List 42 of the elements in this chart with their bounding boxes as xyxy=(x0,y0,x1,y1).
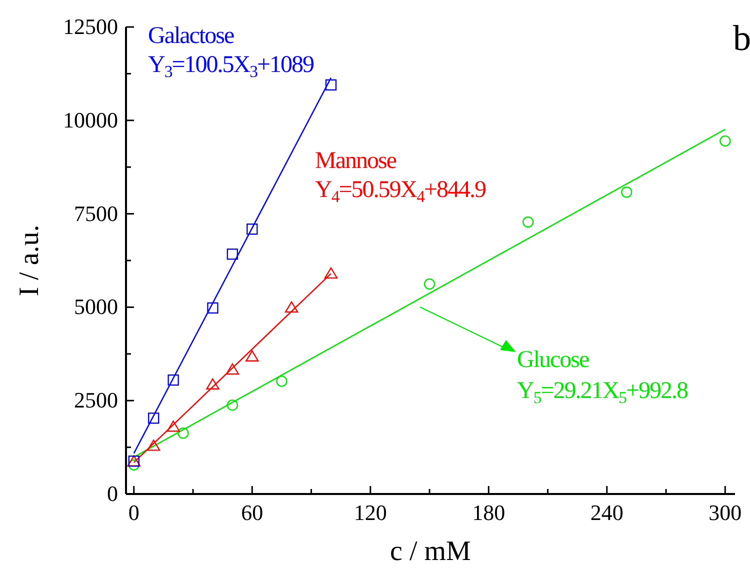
text: Galactose xyxy=(148,23,234,49)
x-tick-label: 60 xyxy=(241,500,264,525)
y-tick-label: 2500 xyxy=(74,388,118,413)
point xyxy=(226,248,238,260)
point xyxy=(325,79,337,91)
point xyxy=(128,459,140,470)
point xyxy=(246,224,258,235)
point xyxy=(178,428,189,439)
point xyxy=(207,302,218,314)
x-tick-label: 120 xyxy=(354,500,387,525)
x-tick-label: 240 xyxy=(590,500,624,525)
x-tick-label: 180 xyxy=(472,500,506,525)
point xyxy=(166,420,180,432)
point xyxy=(424,278,436,290)
y-axis-title: I / a.u. xyxy=(14,224,45,296)
y-tick-label: 0 xyxy=(107,481,118,506)
y-tick-label: 7500 xyxy=(74,200,118,226)
point xyxy=(284,301,298,313)
point xyxy=(226,399,238,411)
point xyxy=(324,267,338,279)
x-tick-label: 300 xyxy=(708,500,742,525)
legend-label: Glucose xyxy=(517,347,589,373)
point xyxy=(621,186,632,198)
x-axis-title: c / mM xyxy=(390,536,472,567)
point xyxy=(168,374,179,386)
point xyxy=(146,440,160,451)
annotation: Y$_{5}$=29.21X$_{5}$+992.8 xyxy=(517,378,689,408)
annotation: Y$_{4}$=50.59X$_{4}$+844.9 xyxy=(315,177,487,206)
y-tick-label: 5000 xyxy=(74,294,118,320)
point xyxy=(276,376,288,387)
y-tick-label: 10000 xyxy=(63,107,118,132)
point xyxy=(226,363,240,375)
point xyxy=(522,216,534,228)
annotation: b xyxy=(733,18,750,58)
x-tick-label: 0 xyxy=(128,500,140,525)
y-tick-label: 12500 xyxy=(63,14,118,39)
point xyxy=(206,378,220,390)
text: Mannose xyxy=(315,148,396,174)
point xyxy=(720,135,731,147)
point xyxy=(148,412,160,424)
point xyxy=(246,350,259,362)
annotation: Y$_{3}$=100.5X$_{3}$+1089 xyxy=(148,52,315,82)
